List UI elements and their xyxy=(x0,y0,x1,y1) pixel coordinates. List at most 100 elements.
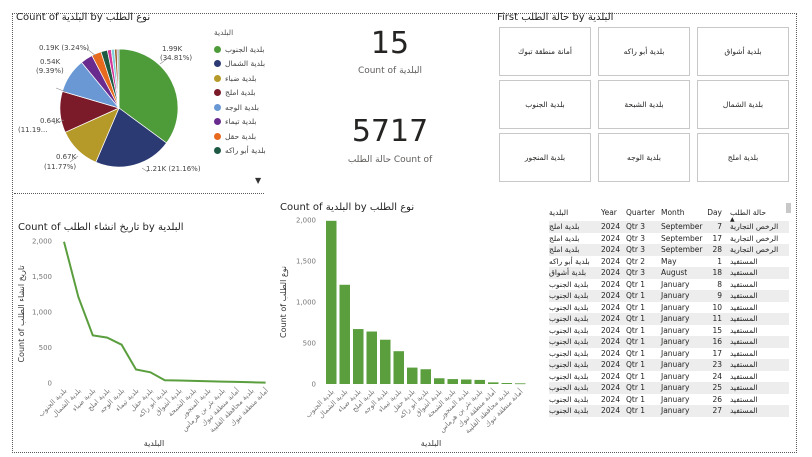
table-row[interactable]: بلدية املج 2024 Qtr 3 September 17 الرخص التج… xyxy=(549,233,789,245)
table-row[interactable]: بلدية الجنوب 2024 Qtr 1 January 10 المستفيد xyxy=(549,302,789,314)
legend-item[interactable]: بلدية ضباء xyxy=(214,71,294,86)
bar[interactable] xyxy=(488,382,499,384)
table-row[interactable]: بلدية الجنوب 2024 Qtr 1 January 11 المستفيد xyxy=(549,313,789,325)
cell-status: المستفيد xyxy=(730,383,758,393)
legend-header: البلدية xyxy=(214,28,234,37)
line-y-tick-label: 500 xyxy=(39,344,52,352)
slicer-tile[interactable]: بلدية الجنوب xyxy=(499,80,591,129)
cell-year: 2024 xyxy=(601,314,621,324)
table-row[interactable]: بلدية الجنوب 2024 Qtr 1 January 8 المستفيد xyxy=(549,279,789,291)
slicer-tile[interactable]: بلدية املج xyxy=(697,133,789,182)
cell-municipality: بلدية الجنوب xyxy=(549,279,589,289)
legend-item[interactable]: بلدية الشمال xyxy=(214,57,294,72)
bar[interactable] xyxy=(326,220,337,384)
table-row[interactable]: بلدية الجنوب 2024 Qtr 1 January 23 المستفيد xyxy=(549,359,789,371)
legend-item[interactable]: بلدية الوجه xyxy=(214,100,294,115)
table-row[interactable]: بلدية أشواق 2024 Qtr 3 August 18 المستفيد xyxy=(549,267,789,279)
legend-label: بلدية ضباء xyxy=(225,73,257,83)
pie-chart[interactable]: 1.99K (34.81%) 1.21K (21.16%) 0.67K (11.… xyxy=(14,24,214,192)
slicer-tile[interactable]: بلدية الوجه xyxy=(598,133,690,182)
table-row[interactable]: بلدية الجنوب 2024 Qtr 1 January 25 المستفيد xyxy=(549,382,789,394)
cell-year: 2024 xyxy=(601,302,621,312)
table-scrollbar-thumb[interactable] xyxy=(786,203,791,213)
cell-day: 17 xyxy=(712,348,722,358)
legend-item[interactable]: بلدية املج xyxy=(214,86,294,101)
table-row[interactable]: بلدية الجنوب 2024 Qtr 1 January 24 المستفيد xyxy=(549,371,789,383)
bar[interactable] xyxy=(353,329,364,384)
slicer-tile[interactable]: بلدية المنجور xyxy=(499,133,591,182)
table-row[interactable]: بلدية أبو راكه 2024 Qtr 2 May 1 المستفيد xyxy=(549,256,789,268)
slicer-title: First حالة الطلب by البلدية xyxy=(497,12,614,23)
sort-ascending-icon[interactable]: ▲ xyxy=(730,215,735,223)
cell-status: المستفيد xyxy=(730,256,758,266)
bar[interactable] xyxy=(407,367,418,384)
slicer-tile[interactable]: بلدية أشواق xyxy=(697,27,789,76)
pie-legend: البلدية بلدية الجنوب بلدية الشمال بلدية ضب… xyxy=(214,28,294,158)
bar[interactable] xyxy=(339,284,351,384)
cell-status: المستفيد xyxy=(730,406,758,416)
col-header-year[interactable]: Year xyxy=(601,207,617,217)
bar[interactable] xyxy=(420,369,432,384)
slicer-tile[interactable]: بلدية أبو راكه xyxy=(598,27,690,76)
bar[interactable] xyxy=(474,379,486,384)
table-row[interactable]: بلدية املج 2024 Qtr 3 September 28 الرخص التج… xyxy=(549,244,789,256)
cell-status: المستفيد xyxy=(730,314,758,324)
cell-municipality: بلدية الجنوب xyxy=(549,314,589,324)
pie-slice[interactable] xyxy=(116,48,120,109)
cell-quarter: Qtr 1 xyxy=(626,406,646,416)
legend-label: بلدية الوجه xyxy=(225,102,259,112)
col-header-day[interactable]: Day xyxy=(707,207,722,217)
slicer-tile[interactable]: بلدية الشمال xyxy=(697,80,789,129)
table-row[interactable]: بلدية املج 2024 Qtr 3 September 7 الرخص التجا… xyxy=(549,221,789,233)
table-row[interactable]: بلدية الجنوب 2024 Qtr 1 January 9 المستفيد xyxy=(549,290,789,302)
col-header-status[interactable]: حالة الطلب ▲ xyxy=(726,208,786,223)
slicer-tile[interactable]: أمانة منطقة تبوك xyxy=(499,27,591,76)
legend-item[interactable]: بلدية تيماء xyxy=(214,115,294,130)
card-label-2: حالة الطلب Count of xyxy=(347,155,433,165)
legend-item[interactable]: بلدية الجنوب xyxy=(214,42,294,57)
data-table: البلدية Year Quarter Month Day حالة الطل… xyxy=(549,203,789,417)
legend-item[interactable]: بلدية حقل xyxy=(214,129,294,144)
slicer-tile[interactable]: بلدية الشبحة xyxy=(598,80,690,129)
legend-item[interactable]: بلدية أبو راكه xyxy=(214,144,294,159)
bar[interactable] xyxy=(461,379,472,384)
cell-day: 26 xyxy=(712,394,722,404)
bar[interactable] xyxy=(515,383,526,385)
table-row[interactable]: بلدية الجنوب 2024 Qtr 1 January 27 المستفيد xyxy=(549,405,789,417)
bar[interactable] xyxy=(501,383,513,384)
bar[interactable] xyxy=(434,378,445,384)
leader-line xyxy=(55,87,67,93)
bar[interactable] xyxy=(380,339,391,384)
bar[interactable] xyxy=(393,351,405,384)
cell-status: المستفيد xyxy=(730,337,758,347)
bar-y-tick-label: 1,500 xyxy=(296,258,316,266)
bar[interactable] xyxy=(366,331,378,384)
pie-slice[interactable] xyxy=(95,107,168,168)
line-y-axis-title: Count of تاريخ انشاء الطلب xyxy=(17,265,26,362)
legend-swatch-icon xyxy=(214,147,221,155)
legend-more-arrow[interactable]: ▼ xyxy=(255,176,262,185)
cell-status: المستفيد xyxy=(730,325,758,335)
legend-swatch-icon xyxy=(214,103,221,111)
cell-status: المستفيد xyxy=(730,268,758,278)
table-row[interactable]: بلدية الجنوب 2024 Qtr 1 January 17 المستفيد xyxy=(549,348,789,360)
cell-municipality: بلدية الجنوب xyxy=(549,325,589,335)
table-scrollbar[interactable] xyxy=(786,203,791,443)
table-row[interactable]: بلدية الجنوب 2024 Qtr 1 January 15 المستفيد xyxy=(549,325,789,337)
col-header-quarter[interactable]: Quarter xyxy=(626,207,655,217)
bar[interactable] xyxy=(447,379,459,384)
table-row[interactable]: بلدية الجنوب 2024 Qtr 1 January 26 المستفيد xyxy=(549,394,789,406)
cell-quarter: Qtr 1 xyxy=(626,394,646,404)
col-header-municipality[interactable]: البلدية xyxy=(549,207,569,217)
cell-status: الرخص التجارية xyxy=(730,222,779,232)
cell-quarter: Qtr 3 xyxy=(626,222,646,232)
bar-y-tick-label: 1,000 xyxy=(296,299,316,307)
cell-status: المستفيد xyxy=(730,291,758,301)
line-y-tick-label: 0 xyxy=(48,380,52,388)
col-header-month[interactable]: Month xyxy=(661,207,685,217)
cell-quarter: Qtr 1 xyxy=(626,302,646,312)
table-row[interactable]: بلدية الجنوب 2024 Qtr 1 January 16 المستفيد xyxy=(549,336,789,348)
pie-slice[interactable] xyxy=(118,48,179,144)
